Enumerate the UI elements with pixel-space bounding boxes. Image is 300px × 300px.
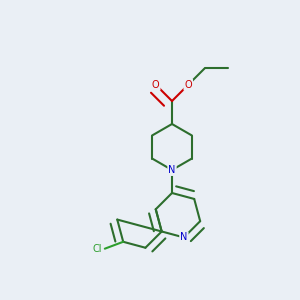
Text: N: N [180, 232, 188, 242]
Text: O: O [184, 80, 192, 90]
Text: O: O [152, 80, 160, 90]
Text: N: N [168, 165, 176, 175]
Text: Cl: Cl [92, 244, 102, 254]
